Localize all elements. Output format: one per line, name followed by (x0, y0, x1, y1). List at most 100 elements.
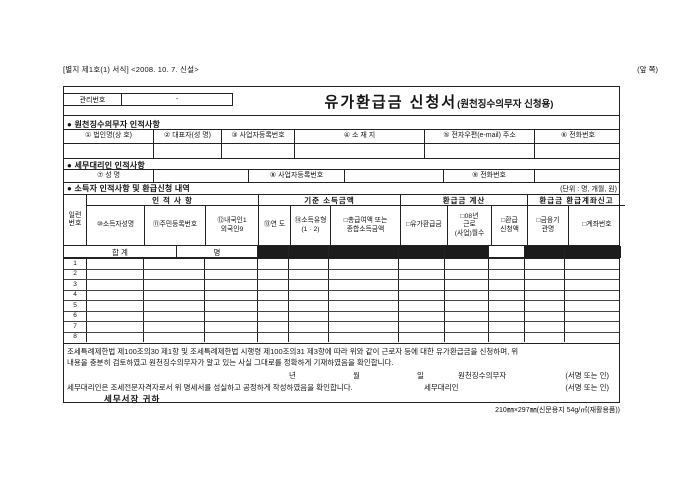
table-cell (564, 311, 621, 321)
table-cell (86, 322, 143, 332)
table-cell (488, 322, 524, 332)
column-header: ⑧ 사업자등록번호 (248, 170, 344, 183)
sum-blocked-cell (444, 246, 488, 258)
title-band: 관리번호 - 유가환급금 신청서(원천징수의무자 신청용) (63, 87, 619, 116)
column-header: ④ 소 재 지 (294, 130, 424, 143)
table-cell (488, 311, 524, 321)
sum-blocked-cell (398, 246, 444, 258)
table-row: 5 (64, 301, 619, 312)
table-cell (257, 332, 288, 342)
table-cell (143, 311, 204, 321)
table-cell (204, 269, 257, 279)
table-row: 3 (64, 280, 619, 291)
column-header: ① 법인명(상 호) (84, 132, 133, 140)
table-cell (143, 269, 204, 279)
table-cell (398, 259, 444, 269)
table-cell (257, 280, 288, 290)
header-group: 환급금 환급계좌신고 □금융기 관명 □계좌번호 (527, 195, 625, 245)
sign-or-seal-note-1: (서명 또는 인) (565, 371, 609, 380)
date-year-label: 년 (289, 371, 296, 380)
row-number: 2 (73, 270, 77, 278)
table-cell (288, 259, 328, 269)
sum-blocked-cell (328, 246, 398, 258)
table-cell (398, 301, 444, 311)
table-cell (488, 290, 524, 300)
detail-table: 일련 번호 인 적 사 항 ⑩소득자성명 ⑪주민등록번호 ⑫내국인1 외국인9 기준 소득… (64, 194, 625, 344)
table-cell (86, 332, 143, 342)
page-title: 유가환급금 신청서(원천징수의무자 신청용) (259, 91, 619, 112)
table-cell (524, 280, 564, 290)
table-cell (86, 301, 143, 311)
table-cell (143, 280, 204, 290)
sum-blocked-cell (524, 246, 564, 258)
table-cell (398, 322, 444, 332)
row-number: 8 (73, 333, 77, 341)
withholder-value-row (64, 144, 619, 158)
table-cell (564, 322, 621, 332)
table-cell (288, 322, 328, 332)
row-number: 3 (73, 280, 77, 288)
table-cell (86, 269, 143, 279)
column-header: ③ 사업자등록번호 (221, 130, 294, 143)
management-number-label: 관리번호 (63, 93, 121, 106)
tax-agent-row: ⑦ 성 명 ⑧ 사업자등록번호 ⑨ 전화번호 (64, 170, 619, 183)
declaration-line1: 조세특례제한법 제100조의30 제1항 및 조세특례제한법 시행령 제100조… (67, 347, 519, 356)
group-header: 인 적 사 항 (87, 195, 258, 206)
column-header: ⑭소득유형 (1 · 2) (290, 206, 330, 245)
table-cell (564, 290, 621, 300)
column-header: □금융기 관명 (536, 217, 560, 233)
tax-agent-section-label: ● 세무대리인 인적사항 (67, 161, 145, 170)
table-cell (488, 269, 524, 279)
column-header: □유가환급금 (406, 221, 442, 229)
table-cell (524, 332, 564, 342)
sum-blocked-cell (564, 246, 621, 258)
table-cell (257, 290, 288, 300)
row-number: 1 (73, 259, 77, 267)
table-cell (143, 290, 204, 300)
column-header: ⑪주민등록번호 (144, 206, 205, 245)
table-cell (444, 259, 488, 269)
table-row: 4 (64, 290, 621, 301)
table-cell (328, 301, 398, 311)
table-cell (564, 269, 621, 279)
table-cell (444, 311, 488, 321)
detail-section-label: ● 소득자 인적사항 및 환급신청 내역 (67, 184, 190, 193)
group-header: 환급금 환급계좌신고 (528, 195, 625, 206)
row-number: 5 (73, 301, 77, 309)
table-cell (86, 259, 143, 269)
table-cell (328, 290, 398, 300)
table-cell (288, 332, 328, 342)
table-cell (143, 322, 204, 332)
table-cell (534, 170, 621, 183)
table-cell (564, 332, 621, 342)
unit-note: (단위 : 명, 개월, 원) (560, 186, 617, 193)
sign-or-seal-note-2: (서명 또는 인) (565, 383, 609, 392)
recipient-line: 세무서장 귀하 (104, 394, 161, 404)
column-header: ⑥ 전화번호 (534, 130, 621, 143)
row-number: 4 (73, 291, 77, 299)
table-cell (86, 311, 143, 321)
table-cell (344, 170, 443, 183)
table-cell (204, 332, 257, 342)
table-cell (524, 301, 564, 311)
table-cell (288, 311, 328, 321)
table-cell (488, 280, 524, 290)
sum-blocked-cell (288, 246, 328, 258)
declaration-block: 조세특례제한법 제100조의30 제1항 및 조세특례제한법 시행령 제100조… (64, 342, 619, 404)
group-header: 환급금 계산 (401, 195, 527, 206)
table-cell (444, 332, 488, 342)
table-cell (488, 259, 524, 269)
table-cell (204, 311, 257, 321)
declaration-line2: 내용을 충분히 검토하였고 원천징수의무자가 알고 있는 사실 그대로를 정확하… (67, 358, 394, 367)
table-cell (564, 259, 621, 269)
column-header: □총급여액 또는 종합소득금액 (330, 206, 400, 245)
table-cell (64, 144, 153, 158)
serial-number-header: 일련 번호 (68, 211, 82, 227)
column-header: □계좌번호 (568, 206, 625, 245)
table-cell (328, 269, 398, 279)
table-cell (524, 322, 564, 332)
row-number: 7 (73, 322, 77, 330)
table-cell (288, 269, 328, 279)
